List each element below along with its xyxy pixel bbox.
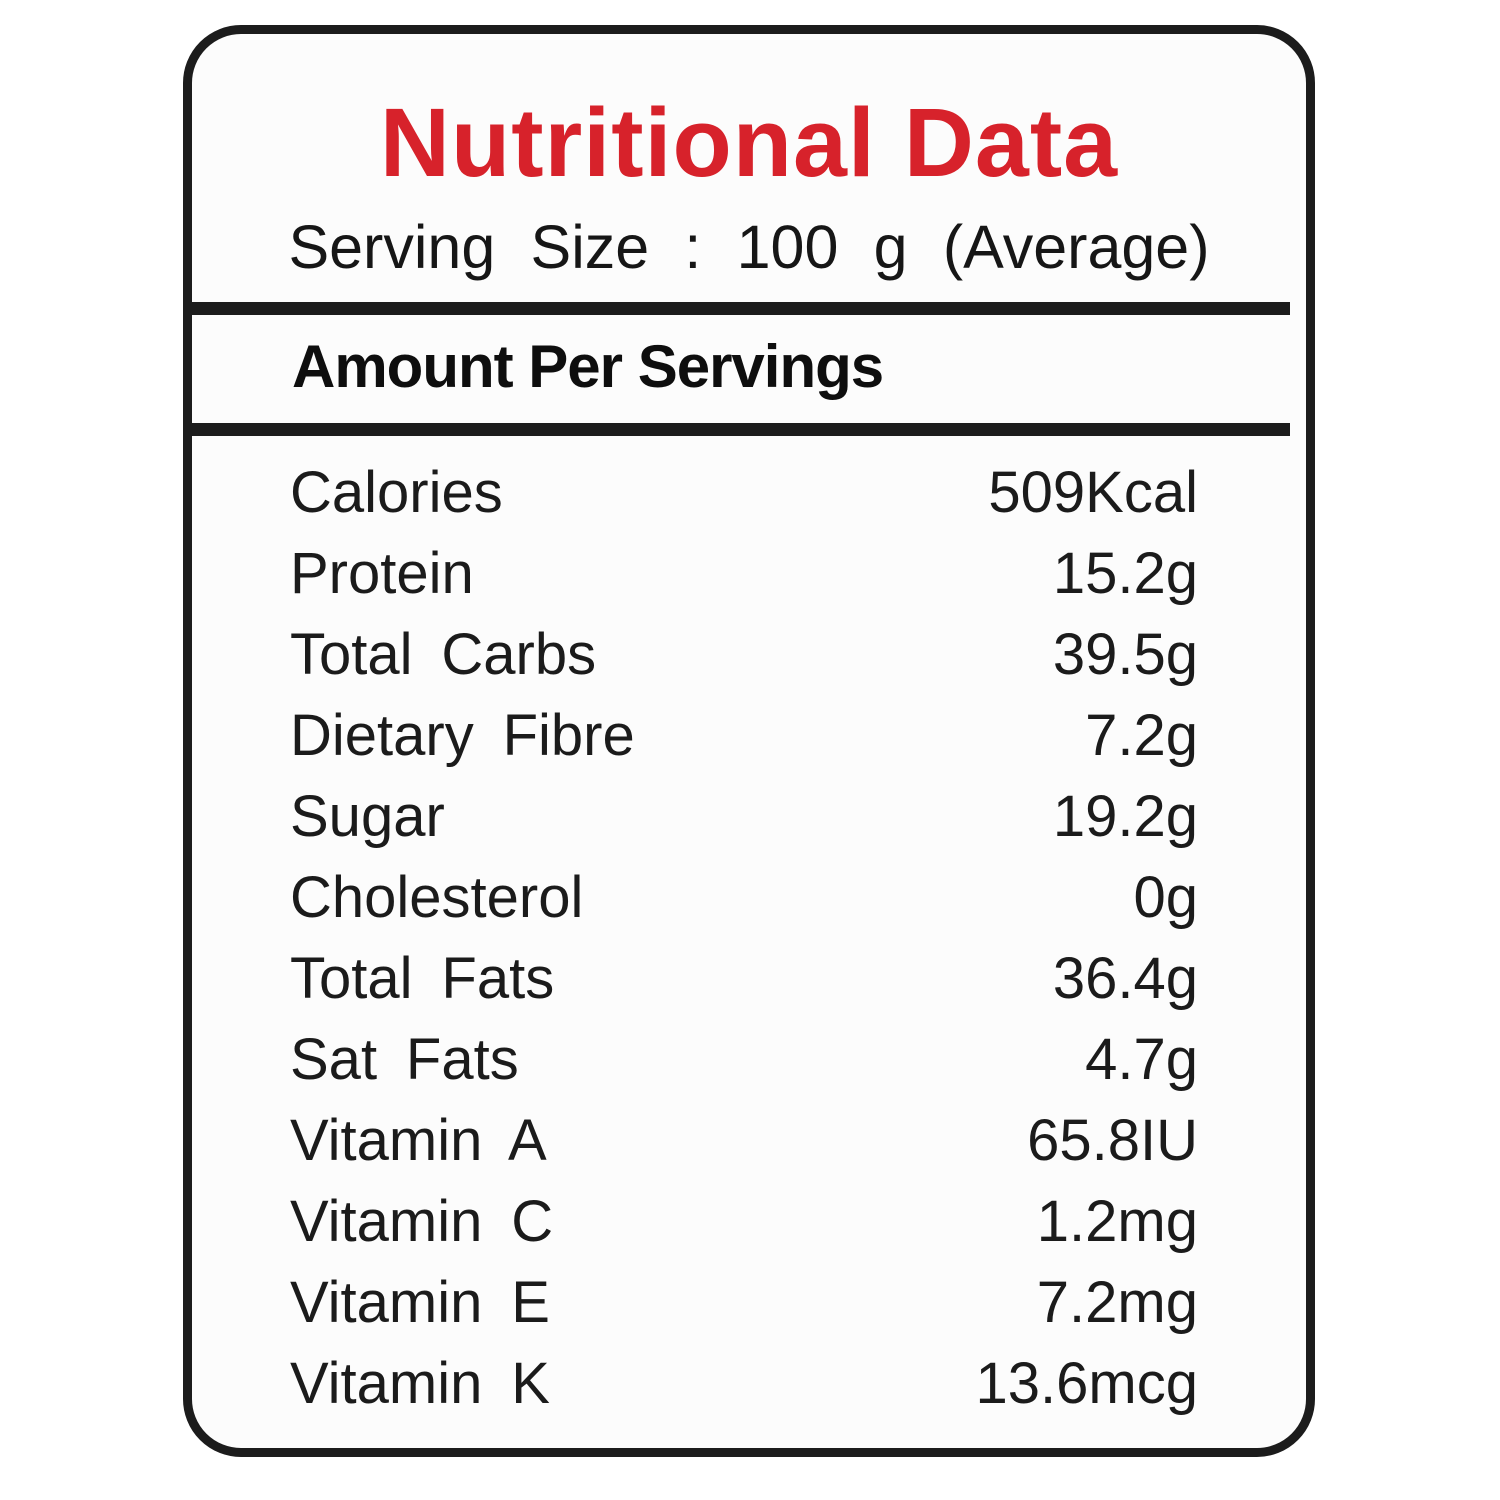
table-row-protein: Protein 15.2g <box>290 533 1198 614</box>
table-row-vitamin-c: Vitamin C 1.2mg <box>290 1181 1198 1262</box>
nutrient-name: Sugar <box>290 784 445 849</box>
nutrient-value: 36.4g <box>1052 946 1198 1011</box>
nutrient-name: Calories <box>290 460 503 525</box>
table-row-sugar: Sugar 19.2g <box>290 776 1198 857</box>
nutrition-label-card: Nutritional Data Serving Size : 100 g (A… <box>183 25 1315 1457</box>
nutrient-value: 65.8IU <box>1027 1108 1198 1173</box>
nutrient-table: Calories 509Kcal Protein 15.2g Total Car… <box>192 452 1306 1424</box>
label-title: Nutritional Data <box>379 88 1119 197</box>
nutrient-value: 0g <box>1133 865 1198 930</box>
nutrient-name: Sat Fats <box>290 1027 519 1092</box>
nutrient-name: Total Fats <box>290 946 555 1011</box>
divider-top <box>192 302 1290 315</box>
nutrient-name: Vitamin K <box>290 1351 550 1416</box>
serving-size-text: Serving Size : 100 g (Average) <box>288 213 1210 281</box>
table-row-calories: Calories 509Kcal <box>290 452 1198 533</box>
nutrient-name: Vitamin A <box>290 1108 547 1173</box>
nutrient-value: 7.2mg <box>1036 1270 1198 1335</box>
table-row-vitamin-a: Vitamin A 65.8IU <box>290 1100 1198 1181</box>
table-row-dietary-fibre: Dietary Fibre 7.2g <box>290 695 1198 776</box>
nutrient-name: Vitamin C <box>290 1189 554 1254</box>
table-row-vitamin-e: Vitamin E 7.2mg <box>290 1262 1198 1343</box>
nutrient-value: 1.2mg <box>1036 1189 1198 1254</box>
nutrient-name: Dietary Fibre <box>290 703 635 768</box>
table-row-sat-fats: Sat Fats 4.7g <box>290 1019 1198 1100</box>
nutrient-value: 13.6mcg <box>975 1351 1198 1416</box>
nutrient-name: Cholesterol <box>290 865 584 930</box>
divider-bottom <box>192 423 1290 436</box>
table-row-cholesterol: Cholesterol 0g <box>290 857 1198 938</box>
table-row-total-carbs: Total Carbs 39.5g <box>290 614 1198 695</box>
nutrient-name: Vitamin E <box>290 1270 550 1335</box>
table-row-total-fats: Total Fats 36.4g <box>290 938 1198 1019</box>
nutrient-name: Protein <box>290 541 474 606</box>
nutrient-name: Total Carbs <box>290 622 597 687</box>
nutrient-value: 15.2g <box>1052 541 1198 606</box>
nutrient-value: 19.2g <box>1052 784 1198 849</box>
nutrient-value: 7.2g <box>1085 703 1198 768</box>
nutrient-value: 39.5g <box>1052 622 1198 687</box>
nutrient-value: 4.7g <box>1085 1027 1198 1092</box>
table-row-vitamin-k: Vitamin K 13.6mcg <box>290 1343 1198 1424</box>
nutrient-value: 509Kcal <box>988 460 1198 525</box>
section-header: Amount Per Servings <box>292 333 884 400</box>
